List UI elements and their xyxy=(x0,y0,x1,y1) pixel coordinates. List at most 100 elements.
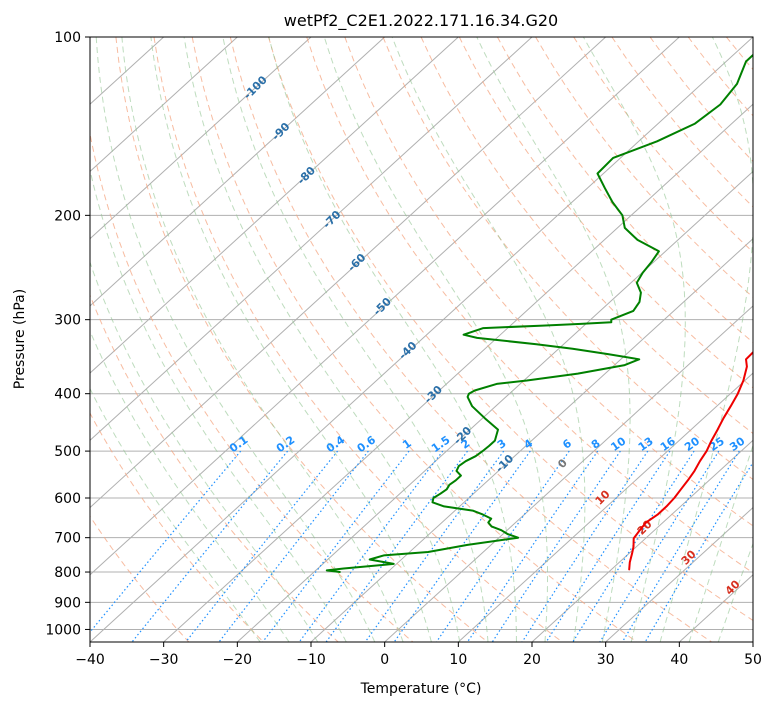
isotherm-gridline xyxy=(90,37,238,173)
profile-series xyxy=(325,53,753,573)
plot-frame xyxy=(89,36,754,643)
x-tick-label: −30 xyxy=(149,652,179,668)
dry-adiabat xyxy=(611,37,753,208)
dry-adiabat xyxy=(649,37,753,163)
mixing-ratio-line xyxy=(325,450,468,642)
isopleth-labels: 0.1 0.2 0.4 0.6 1 1.5 2 3 4 6 8 10 13 16 20 25 30-100-90… xyxy=(227,73,748,598)
moist-adiabat xyxy=(391,37,586,642)
moist-adiabat xyxy=(268,37,517,642)
isotherm-gridline xyxy=(90,37,459,374)
isotherm-gridline xyxy=(236,170,753,642)
dry-adiabat xyxy=(90,412,264,642)
moist-adiabat xyxy=(183,37,461,642)
mixing-ratio-line xyxy=(262,450,410,642)
mixing-ratio-line xyxy=(521,450,649,642)
mixing-ratio-label: 3 xyxy=(495,437,509,452)
x-tick-label: −20 xyxy=(223,652,253,668)
dry-adiabat xyxy=(344,37,753,527)
dry-adiabat xyxy=(687,37,753,117)
isotherm-gridline xyxy=(457,372,753,642)
isotherm-label: 10 xyxy=(593,487,613,507)
isotherm-gridline xyxy=(605,506,753,642)
mixing-ratio-label: 0.1 xyxy=(227,433,250,455)
dry-adiabat xyxy=(115,37,488,642)
x-axis-label: Temperature (°C) xyxy=(360,681,482,697)
dry-adiabat xyxy=(765,37,775,642)
dry-adiabat xyxy=(420,37,753,435)
dry-adiabat xyxy=(191,37,638,642)
moist-adiabats xyxy=(90,37,753,642)
x-tick-label: 50 xyxy=(744,652,762,668)
mixing-ratio-line xyxy=(435,450,570,642)
isotherm-gridline xyxy=(90,37,607,509)
mixing-ratio-label: 6 xyxy=(560,437,574,452)
isotherm-label: -60 xyxy=(345,251,368,274)
mixing-ratio-line xyxy=(364,450,505,642)
isotherm-gridline xyxy=(90,37,312,240)
gridlines xyxy=(90,37,753,642)
x-tick-label: 40 xyxy=(670,652,688,668)
mixing-ratio-line xyxy=(90,450,242,633)
dry-adiabat xyxy=(268,37,753,622)
dewpoint-line xyxy=(325,53,753,573)
isotherm-gridline xyxy=(90,37,680,576)
isotherm-label: -90 xyxy=(269,120,292,143)
y-tick-label: 1000 xyxy=(45,622,81,638)
dry-adiabat xyxy=(573,37,753,253)
moist-adiabat xyxy=(717,542,753,642)
axes: −40 −30 −20 −10 0 10 20 30 40 5010020030040050060… xyxy=(45,30,762,668)
isotherm-label: 0 xyxy=(555,456,570,471)
dry-adiabat xyxy=(229,37,712,642)
moist-adiabat xyxy=(476,37,631,642)
mixing-ratio-label: 1.5 xyxy=(429,433,452,455)
moist-adiabat xyxy=(90,387,261,642)
mixing-ratio-line xyxy=(599,450,720,642)
dry-adiabat xyxy=(153,37,563,642)
y-tick-label: 500 xyxy=(54,444,81,460)
y-tick-label: 900 xyxy=(54,595,81,611)
dry-adiabats xyxy=(90,37,775,642)
isotherm-gridline xyxy=(90,37,533,442)
mixing-ratio-line xyxy=(466,450,599,642)
chart-title: wetPf2_C2E1.2022.171.16.34.G20 xyxy=(284,11,558,31)
moist-adiabat xyxy=(323,37,548,642)
dry-adiabat xyxy=(458,37,753,389)
moist-adiabat xyxy=(688,443,753,642)
moist-adiabat xyxy=(582,37,686,642)
dry-adiabat xyxy=(496,37,753,344)
y-tick-label: 700 xyxy=(54,531,81,547)
x-tick-label: 20 xyxy=(523,652,541,668)
x-tick-label: 0 xyxy=(380,652,389,668)
isotherm-gridline xyxy=(310,237,753,642)
moist-adiabat xyxy=(90,329,290,642)
isotherm-gridline xyxy=(752,641,753,642)
isotherm-gridline xyxy=(90,37,386,307)
moist-adiabat xyxy=(95,37,376,642)
x-tick-label: 10 xyxy=(449,652,467,668)
dry-adiabat xyxy=(726,37,753,71)
x-tick-label: −10 xyxy=(296,652,326,668)
isotherm-gridline xyxy=(90,37,753,642)
mixing-ratio-line xyxy=(185,450,339,642)
dry-adiabat xyxy=(90,293,339,642)
isotherm-gridline xyxy=(531,439,753,642)
isotherm-label: -100 xyxy=(241,73,270,102)
mixing-ratio-line xyxy=(644,461,753,642)
mixing-ratio-label: 0.6 xyxy=(355,433,379,455)
mixing-ratio-label: 0.4 xyxy=(324,433,348,455)
mixing-ratio-label: 8 xyxy=(589,437,603,452)
mixing-ratio-line xyxy=(491,450,621,642)
moist-adiabat xyxy=(90,167,347,642)
y-tick-label: 300 xyxy=(54,313,81,329)
y-tick-label: 200 xyxy=(54,208,81,224)
moist-adiabat xyxy=(121,37,404,642)
moist-adiabat xyxy=(659,37,753,642)
plot-area: 0.1 0.2 0.4 0.6 1 1.5 2 3 4 6 8 10 13 16 20 25 30-100-90… xyxy=(90,37,775,642)
mixing-ratio-line xyxy=(393,450,531,642)
dry-adiabat xyxy=(90,131,414,642)
mixing-ratio-line xyxy=(218,450,369,642)
isotherm-label: -10 xyxy=(493,452,516,475)
mixing-ratio-line xyxy=(131,450,289,642)
moist-adiabat xyxy=(150,37,432,642)
